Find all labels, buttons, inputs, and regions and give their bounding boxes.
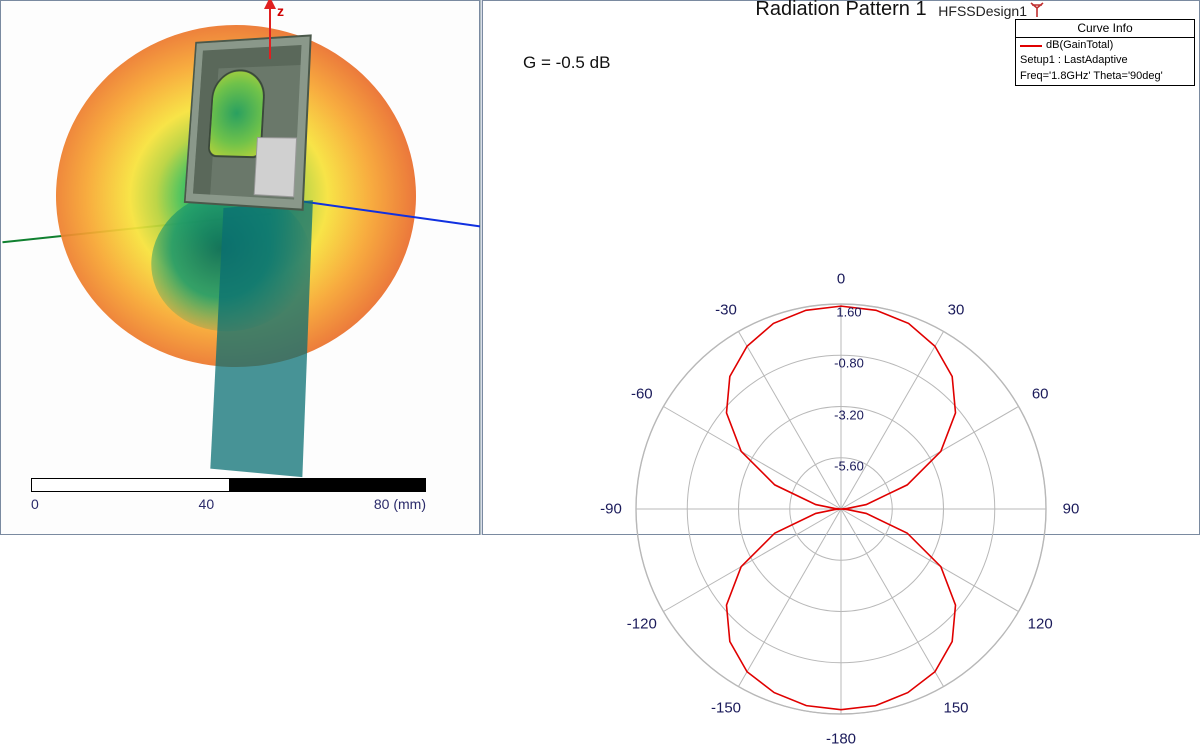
legend-series-label: dB(GainTotal) [1046,39,1113,53]
axis-z-arrow-icon [264,0,276,9]
antenna-slot [207,68,266,158]
antenna-pcb [184,34,312,210]
radial-tick-label: -0.80 [834,356,864,371]
scale-segment [229,479,426,491]
polar-svg [611,279,1071,739]
view3d-panel[interactable]: z 0 40 80 (mm) [0,0,480,535]
angle-tick-label: 60 [1032,386,1049,403]
scale-tick-label: 40 [199,496,215,512]
legend-header: Curve Info [1016,20,1194,38]
legend-setup-line: Setup1 : LastAdaptive [1016,54,1194,70]
angle-tick-label: 0 [837,271,845,288]
legend-swatch-icon [1020,45,1042,47]
radial-tick-label: -3.20 [834,407,864,422]
scale-strip [31,478,426,492]
angle-tick-label: -60 [631,386,653,403]
angle-tick-label: -180 [826,731,856,748]
scale-tick-label: 80 (mm) [374,496,426,512]
scale-bar: 0 40 80 (mm) [31,478,426,512]
angle-tick-label: 90 [1063,501,1080,518]
design-name-label: HFSSDesign1 [938,3,1027,19]
angle-tick-label: -120 [627,616,657,633]
radial-tick-label: -5.60 [834,458,864,473]
radial-tick-label: 1.60 [836,305,861,320]
legend-box: Curve Info dB(GainTotal) Setup1 : LastAd… [1015,19,1195,86]
scale-ticks: 0 40 80 (mm) [31,492,426,512]
angle-tick-label: 30 [948,301,965,318]
legend-series: dB(GainTotal) [1016,38,1194,54]
axis-z-label: z [277,3,284,19]
view3d-canvas[interactable]: z [1,1,479,454]
angle-tick-label: -90 [600,501,622,518]
scale-segment [32,479,229,491]
legend-freq-line: Freq='1.8GHz' Theta='90deg' [1016,70,1194,86]
angle-tick-label: -150 [711,700,741,717]
angle-tick-label: 120 [1028,616,1053,633]
polar-plot-panel[interactable]: Radiation Pattern 1 HFSSDesign1 Curve In… [482,0,1200,535]
gain-annotation: G = -0.5 dB [523,53,610,73]
angle-tick-label: -30 [715,301,737,318]
antenna-icon [1029,2,1045,18]
angle-tick-label: 150 [943,700,968,717]
polar-chart[interactable]: -180-150-120-90-60-3003060901201501.60-0… [611,279,1071,739]
substrate-plane [210,200,313,477]
scale-tick-label: 0 [31,496,39,512]
plot-title: Radiation Pattern 1 [755,0,926,21]
